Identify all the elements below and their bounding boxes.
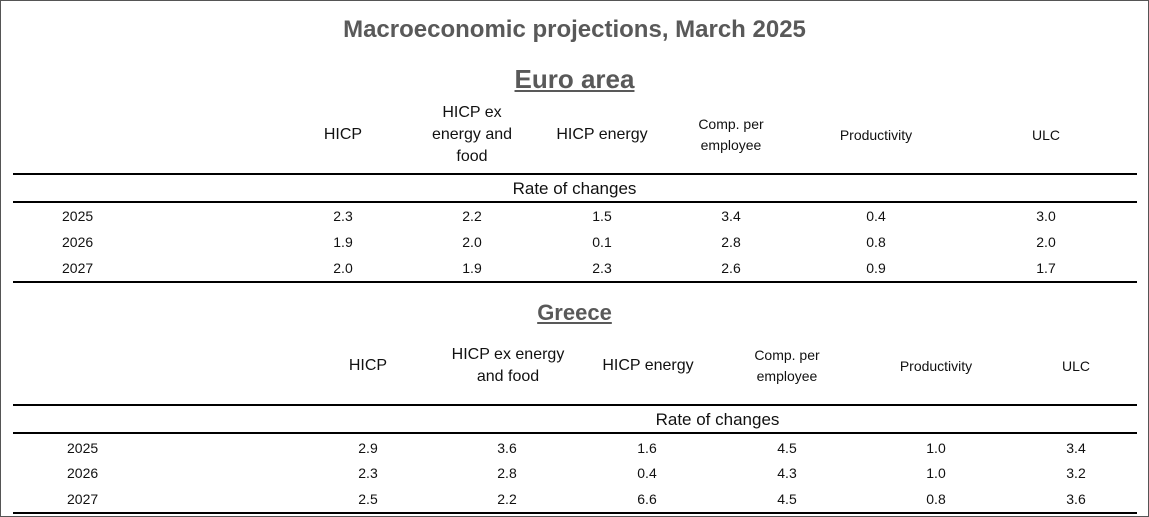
table-cell: 1.9 <box>333 234 353 250</box>
page-title: Macroeconomic projections, March 2025 <box>343 16 806 43</box>
greece-header-hicp-energy: HICP energy <box>602 357 694 374</box>
table-cell: 4.3 <box>777 465 797 481</box>
table-cell: 2.3 <box>333 208 353 224</box>
greece-bottom-rule <box>13 512 1137 514</box>
table-cell: 4.5 <box>777 491 797 507</box>
table-cell: 1.9 <box>462 260 482 276</box>
euro-header-ulc: ULC <box>1031 127 1060 143</box>
euro-header-productivity: Productivity <box>839 127 913 143</box>
table-cell: 1.5 <box>592 208 612 224</box>
euro-header-hicp-energy: HICP energy <box>556 126 648 143</box>
table-cell: 2.3 <box>358 465 378 481</box>
euro-bottom-rule <box>13 281 1137 283</box>
table-cell: 1.7 <box>1036 260 1056 276</box>
greece-header-rule <box>13 404 1137 406</box>
greece-header-hicp: HICP <box>348 357 388 374</box>
table-cell: 0.8 <box>866 234 886 250</box>
euro-header-hicp: HICP <box>323 126 363 143</box>
greece-header-hicp-ex-energy-food: HICP ex energy and food <box>451 346 565 385</box>
greece-rate-label: Rate of changes <box>655 410 780 429</box>
row-year: 2025 <box>67 440 99 456</box>
table-cell: 3.0 <box>1036 208 1056 224</box>
row-year: 2027 <box>62 260 94 276</box>
table-cell: 2.0 <box>333 260 353 276</box>
row-year: 2027 <box>67 491 99 507</box>
row-year: 2025 <box>62 208 94 224</box>
row-year: 2026 <box>67 465 99 481</box>
table-cell: 6.6 <box>637 491 657 507</box>
table-cell: 2.8 <box>497 465 517 481</box>
row-year: 2026 <box>62 234 94 250</box>
table-cell: 0.4 <box>637 465 657 481</box>
table-cell: 2.0 <box>1036 234 1056 250</box>
euro-header-hicp-ex-energy-food: HICP ex energy and food <box>431 104 513 165</box>
table-cell: 2.0 <box>462 234 482 250</box>
table-cell: 3.6 <box>497 440 517 456</box>
table-cell: 2.8 <box>721 234 741 250</box>
table-cell: 3.6 <box>1066 491 1086 507</box>
table-cell: 3.4 <box>721 208 741 224</box>
greece-rate-rule <box>13 432 1137 434</box>
table-cell: 2.2 <box>497 491 517 507</box>
euro-rate-label: Rate of changes <box>512 179 637 198</box>
table-cell: 3.2 <box>1066 465 1086 481</box>
table-cell: 0.1 <box>592 234 612 250</box>
table-cell: 1.6 <box>637 440 657 456</box>
table-cell: 0.4 <box>866 208 886 224</box>
greece-header-comp-per-employee: Comp. per employee <box>754 347 820 384</box>
greece-header-ulc: ULC <box>1061 358 1090 374</box>
table-cell: 0.9 <box>866 260 886 276</box>
greece-title: Greece <box>537 300 612 325</box>
table-cell: 2.3 <box>592 260 612 276</box>
table-cell: 4.5 <box>777 440 797 456</box>
table-cell: 1.0 <box>926 440 946 456</box>
table-cell: 2.6 <box>721 260 741 276</box>
table-cell: 1.0 <box>926 465 946 481</box>
table-cell: 2.9 <box>358 440 378 456</box>
euro-area-title: Euro area <box>514 64 635 94</box>
table-cell: 2.2 <box>462 208 482 224</box>
euro-header-comp-per-employee: Comp. per employee <box>698 116 764 153</box>
table-cell: 0.8 <box>926 491 946 507</box>
euro-header-rule <box>13 173 1137 175</box>
table-cell: 3.4 <box>1066 440 1086 456</box>
table-cell: 2.5 <box>358 491 378 507</box>
greece-header-productivity: Productivity <box>899 358 973 374</box>
euro-rate-rule <box>13 201 1137 203</box>
